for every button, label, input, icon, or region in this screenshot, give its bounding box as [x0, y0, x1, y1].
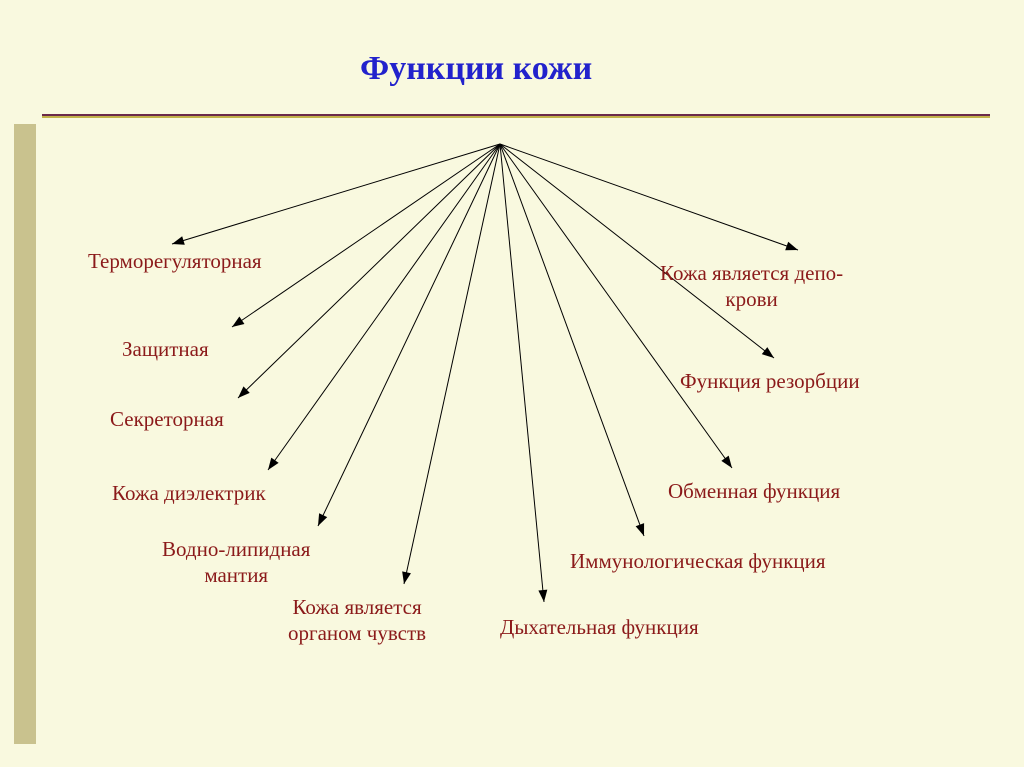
function-label-sense: Кожа является органом чувств: [288, 594, 426, 647]
function-label-immune: Иммунологическая функция: [570, 548, 826, 574]
title-rule-bottom: [42, 116, 990, 118]
function-label-mantle: Водно-липидная мантия: [162, 536, 310, 589]
diagram-title: Функции кожи: [360, 50, 592, 88]
function-label-protect: Защитная: [122, 336, 209, 362]
function-label-secretory: Секреторная: [110, 406, 224, 432]
side-accent-bar: [14, 124, 36, 744]
diagram-canvas: Функции кожи Терморегуляторная Защитная Се…: [0, 0, 1024, 767]
function-label-depot: Кожа является депо- крови: [660, 260, 843, 313]
function-label-thermo: Терморегуляторная: [88, 248, 262, 274]
function-label-resp: Дыхательная функция: [500, 614, 699, 640]
function-label-resorb: Функция резорбции: [680, 368, 860, 394]
function-label-dielectric: Кожа диэлектрик: [112, 480, 266, 506]
function-label-exchange: Обменная функция: [668, 478, 840, 504]
